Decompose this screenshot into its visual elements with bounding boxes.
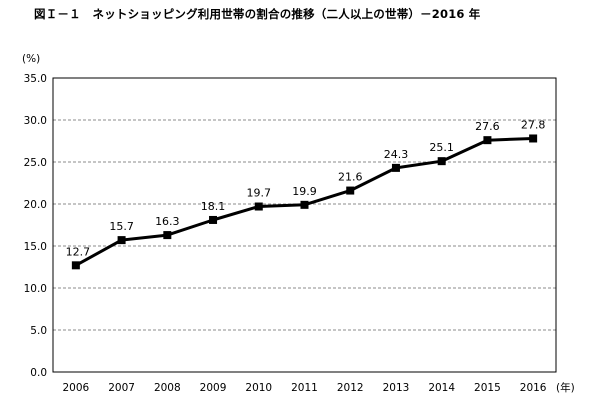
x-tick-label: 2012	[337, 382, 364, 394]
data-point-marker	[209, 215, 218, 224]
data-point-marker	[483, 136, 492, 145]
data-label: 16.3	[155, 215, 180, 228]
x-tick-label: 2009	[200, 382, 227, 394]
data-label: 24.3	[384, 148, 409, 161]
axes	[52, 77, 557, 373]
x-tick-label: 2014	[428, 382, 455, 394]
x-tick-label: 2011	[291, 382, 318, 394]
y-tick-label: 20.0	[24, 199, 47, 211]
data-label: 19.7	[247, 187, 272, 200]
plot-frame	[52, 77, 557, 373]
data-labels: 12.7 15.7 16.3 18.1 19.7 19.9 21.6 24.3 25.1 27.6…	[66, 118, 546, 258]
y-tick-label: 5.0	[30, 325, 47, 337]
y-tick-label: 25.0	[24, 157, 47, 169]
x-axis-unit-label: (年)	[556, 381, 575, 394]
data-point-marker	[346, 186, 355, 195]
data-point-marker	[529, 134, 538, 143]
chart-title: 図Ｉ－１ ネットショッピング利用世帯の割合の推移（二人以上の世帯）－2016 年	[34, 7, 481, 21]
data-point-marker	[300, 200, 309, 209]
x-tick-label: 2007	[108, 382, 135, 394]
data-point-marker	[163, 231, 172, 240]
y-tick-label: 35.0	[24, 73, 47, 85]
data-point-marker	[254, 202, 263, 211]
y-tick-labels: 0.0 5.0 10.0 15.0 20.0 25.0 30.0 35.0	[24, 73, 47, 379]
data-point-marker	[71, 261, 80, 270]
data-point-marker	[117, 236, 126, 245]
x-tick-label: 2006	[62, 382, 89, 394]
y-tick-label: 0.0	[30, 367, 47, 379]
y-tick-label: 15.0	[24, 241, 47, 253]
x-tick-label: 2016	[520, 382, 547, 394]
data-point-marker	[391, 163, 400, 172]
data-label: 15.7	[109, 220, 134, 233]
data-label: 25.1	[429, 141, 454, 154]
x-tick-labels: 2006 2007 2008 2009 2010 2011 2012 2013 2014 2015…	[62, 382, 546, 394]
data-label: 19.9	[292, 185, 317, 198]
x-tick-label: 2008	[154, 382, 181, 394]
y-tick-label: 30.0	[24, 115, 47, 127]
x-tick-label: 2013	[383, 382, 410, 394]
x-tick-label: 2015	[474, 382, 501, 394]
data-label: 12.7	[66, 245, 91, 258]
data-label: 27.6	[475, 120, 500, 133]
data-label: 21.6	[338, 171, 363, 184]
y-tick-label: 10.0	[24, 283, 47, 295]
series	[71, 134, 538, 270]
data-label: 18.1	[201, 200, 226, 213]
y-axis-unit-label: (%)	[22, 53, 40, 65]
data-point-marker	[437, 157, 446, 166]
x-tick-label: 2010	[245, 382, 272, 394]
data-label: 27.8	[521, 118, 546, 131]
